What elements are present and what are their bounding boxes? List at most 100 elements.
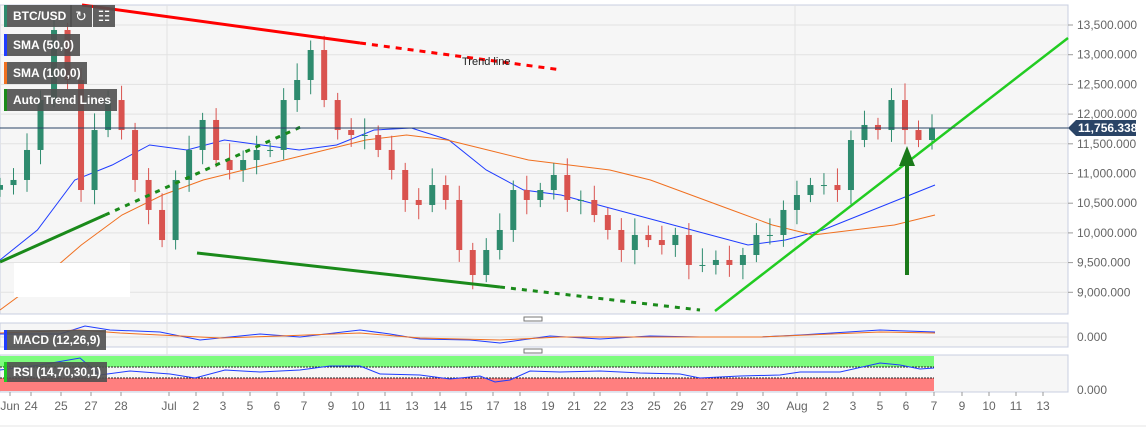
candle-body (847, 139, 854, 191)
candle-body (91, 130, 98, 191)
macd-resize-handle[interactable] (523, 316, 543, 322)
candle-body (820, 185, 827, 187)
candle-body (739, 254, 746, 265)
macd-panel (0, 322, 1069, 348)
candle-body (645, 234, 652, 241)
trend-line-label: Trend line (462, 56, 511, 68)
x-tick-label: 3 (850, 399, 857, 413)
candle-body (132, 130, 139, 180)
x-tick-label: 13 (405, 399, 419, 413)
candle-body (726, 259, 733, 265)
candle-body (523, 190, 530, 200)
candle-body (591, 199, 598, 216)
candle-body (226, 160, 233, 170)
candle-body (564, 174, 571, 200)
x-tick-label: 17 (486, 399, 500, 413)
candle-body (915, 130, 922, 140)
rsi-resize-handle[interactable] (523, 348, 543, 354)
x-tick-label: 10 (982, 399, 996, 413)
candle-body (78, 80, 85, 191)
indicator-macd[interactable]: MACD (12,26,9) (4, 330, 107, 350)
x-tick-label: Aug (786, 399, 807, 413)
y-tick-label: 9,500.000 (1077, 256, 1131, 270)
x-tick-label: 11 (1010, 399, 1023, 413)
candle-body (604, 215, 611, 230)
candle-body (0, 185, 3, 190)
y-tick-label: 13,000.000 (1077, 48, 1137, 62)
indicator-sma50[interactable]: SMA (50,0) (4, 34, 80, 56)
x-tick-label: 25 (647, 399, 661, 413)
indicator-sma100[interactable]: SMA (100,0) (4, 62, 87, 84)
candle-body (186, 149, 193, 180)
arrow-up-icon (899, 146, 915, 166)
candle-body (199, 119, 206, 150)
x-tick-label: 7 (931, 399, 938, 413)
candle-body (37, 100, 44, 150)
candle-body (631, 234, 638, 251)
trend-line-rising (714, 37, 1069, 312)
trend-line-green-left (0, 213, 106, 264)
x-tick-label: Jun (0, 399, 19, 413)
macd-signal-line (0, 329, 936, 341)
candle-body (929, 128, 935, 140)
x-tick-label: 9 (959, 399, 966, 413)
indicator-rsi[interactable]: RSI (14,70,30,1) (4, 362, 108, 382)
candle-body (172, 179, 179, 241)
candle-body (334, 100, 341, 131)
x-tick-label: 11 (379, 399, 392, 413)
candle-body (267, 149, 274, 151)
candle-body (280, 100, 287, 150)
y-tick-label: 11,000.000 (1077, 167, 1136, 181)
candle-body (834, 185, 841, 191)
symbol-label[interactable]: BTC/USD (4, 5, 73, 27)
candle-body (415, 199, 422, 205)
y-tick-label: 12,500.000 (1077, 77, 1137, 91)
x-tick-label: 28 (114, 399, 128, 413)
x-tick-label: 2 (193, 399, 200, 413)
sma50-line (0, 127, 936, 261)
x-tick-label: 3 (220, 399, 227, 413)
candle-body (321, 50, 328, 101)
x-tick-label: 6 (274, 399, 281, 413)
x-tick-label: 13 (1036, 399, 1050, 413)
current-price-badge (1068, 120, 1136, 136)
y-tick-label: 13,500.000 (1077, 18, 1137, 32)
x-tick-label: 23 (620, 399, 634, 413)
indicator-auto-trend-lines[interactable]: Auto Trend Lines (4, 89, 118, 111)
y-tick-label: 0.000 (1077, 330, 1107, 344)
candle-body (712, 259, 719, 265)
x-tick-label: Jul (161, 399, 176, 413)
candle-body (361, 135, 368, 137)
candle-body (469, 250, 476, 276)
candle-body (24, 149, 31, 180)
candle-body (618, 229, 625, 251)
candle-body (294, 80, 301, 101)
candle-body (753, 234, 760, 255)
candle-body (402, 169, 409, 200)
trend-line-green-low-projection (499, 285, 701, 312)
rsi-oversold-zone (0, 378, 934, 391)
candle-body (672, 234, 679, 246)
x-tick-label: 2 (823, 399, 830, 413)
x-tick-label: 10 (351, 399, 365, 413)
candle-body (253, 149, 260, 161)
x-tick-label: 21 (567, 399, 581, 413)
y-tick-label: 12,000.000 (1077, 107, 1137, 121)
chart-type-icon[interactable]: ☷ (93, 5, 115, 27)
x-tick-label: 6 (903, 399, 910, 413)
x-tick-label: 18 (513, 399, 527, 413)
trend-line-green-left-projection (104, 123, 306, 217)
candle-body (780, 209, 787, 235)
blank-box (14, 263, 130, 297)
trend-line-green-low (196, 251, 501, 289)
refresh-icon[interactable]: ↻ (70, 5, 92, 27)
candle-body (699, 264, 706, 266)
candle-body (537, 190, 544, 200)
x-tick-label: 19 (541, 399, 555, 413)
candle-body (118, 100, 125, 131)
x-tick-label: 22 (593, 399, 607, 413)
candle-body (577, 199, 584, 201)
candle-body (159, 209, 166, 241)
